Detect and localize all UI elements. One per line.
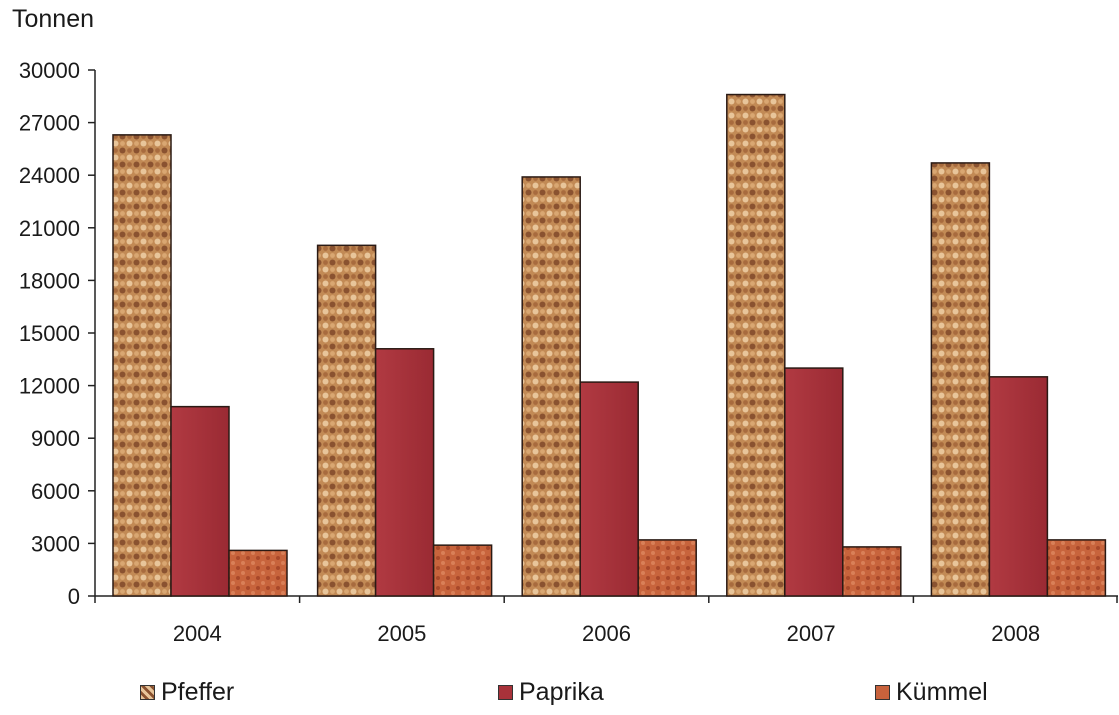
bar-chart: 0 3000 6000 9000 12000 15000 18000 21000 24000 27…	[19, 58, 1118, 646]
legend: Pfeffer Paprika Kümmel	[0, 678, 1119, 712]
x-tick-label: 2004	[173, 621, 222, 646]
bar-kuemmel-2006	[637, 539, 697, 597]
bar-kuemmel-2005	[432, 544, 493, 597]
legend-item-pfeffer: Pfeffer	[140, 678, 234, 707]
y-tick-label: 21000	[19, 216, 80, 241]
x-tick-label: 2008	[991, 621, 1040, 646]
legend-swatch-pfeffer	[140, 685, 155, 700]
legend-swatch-paprika	[498, 685, 513, 700]
bar-pfeffer-2005	[316, 244, 377, 597]
legend-item-kuemmel: Kümmel	[875, 678, 988, 707]
y-tick-label: 3000	[31, 531, 80, 556]
x-tick-label: 2006	[582, 621, 631, 646]
legend-label-paprika: Paprika	[519, 678, 604, 706]
legend-swatch-kuemmel	[875, 685, 890, 700]
bar-kuemmel-2007	[842, 546, 902, 597]
bar-paprika-2007	[784, 367, 844, 597]
y-tick-label: 30000	[19, 58, 80, 83]
legend-label-kuemmel: Kümmel	[896, 678, 988, 706]
legend-label-pfeffer: Pfeffer	[161, 678, 235, 706]
y-tick-label: 24000	[19, 163, 80, 188]
y-axis-unit-label: Tonnen	[12, 5, 95, 33]
legend-item-paprika: Paprika	[498, 678, 604, 707]
bar-paprika-2008	[988, 376, 1049, 597]
bar-paprika-2004	[170, 405, 230, 597]
bar-pfeffer-2004	[112, 134, 172, 597]
bar-pfeffer-2007	[726, 93, 786, 597]
y-tick-label: 18000	[19, 268, 80, 293]
x-tick-label: 2005	[377, 621, 426, 646]
x-tick-label: 2007	[787, 621, 836, 646]
y-tick-label: 6000	[31, 479, 80, 504]
bar-pfeffer-2008	[930, 162, 991, 597]
y-tick-label: 27000	[19, 111, 80, 136]
bar-paprika-2006	[579, 381, 639, 597]
bar-kuemmel-2004	[228, 549, 288, 597]
y-tick-label: 9000	[31, 426, 80, 451]
y-tick-label: 15000	[19, 321, 80, 346]
y-tick-label: 0	[68, 584, 80, 609]
bar-kuemmel-2008	[1046, 539, 1107, 597]
bar-pfeffer-2006	[521, 176, 581, 597]
bar-paprika-2005	[374, 348, 435, 597]
y-tick-label: 12000	[19, 374, 80, 399]
